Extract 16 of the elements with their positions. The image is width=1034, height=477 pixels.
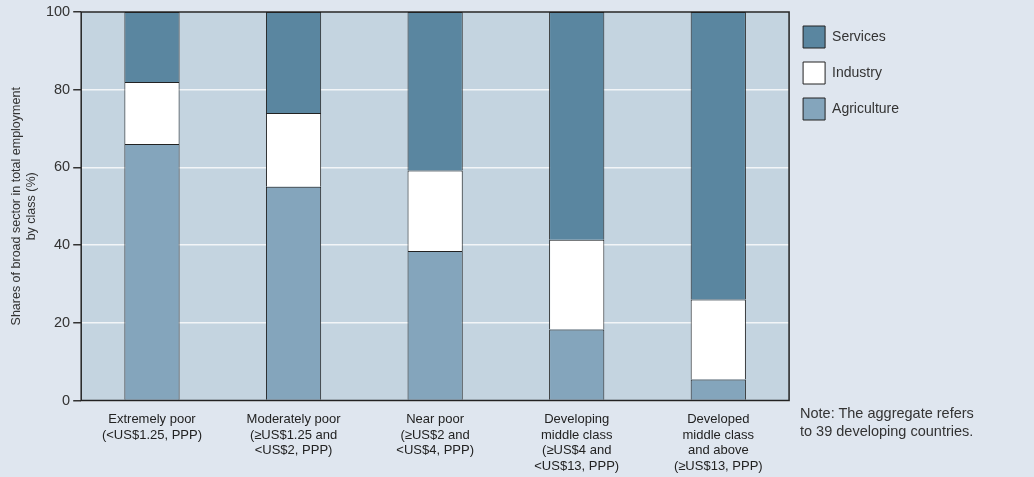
legend-label: Services <box>832 27 886 44</box>
y-tick-label: 100 <box>45 3 71 19</box>
text: Note: The aggregate refers to 39 developing countries. <box>800 404 974 440</box>
y-tick-label: 60 <box>54 158 71 175</box>
x-tick-label: Extremely poor (<US$1.25, PPP) <box>101 410 203 442</box>
y-tick-label: 40 <box>54 236 71 253</box>
x-tick-label: Moderately poor (≥US$1.25 and <US$2, PPP) <box>246 410 342 458</box>
x-tick-label: Developing middle class (≥US$4 and <US$13, PPP) <box>534 410 620 473</box>
y-tick-label: 20 <box>54 313 71 330</box>
y-tick-label: 0 <box>62 391 71 408</box>
legend-label: Agriculture <box>832 99 900 116</box>
x-tick-label: Developed middle class and above (≥US$13, PPP) <box>673 410 763 473</box>
x-tick-label: Near poor (≥US$2 and <US$4, PPP) <box>396 410 474 458</box>
legend-label: Industry <box>832 63 882 80</box>
y-axis-title: Shares of broad sector in total employment by class (%) <box>8 86 38 326</box>
y-tick-label: 80 <box>54 80 71 97</box>
